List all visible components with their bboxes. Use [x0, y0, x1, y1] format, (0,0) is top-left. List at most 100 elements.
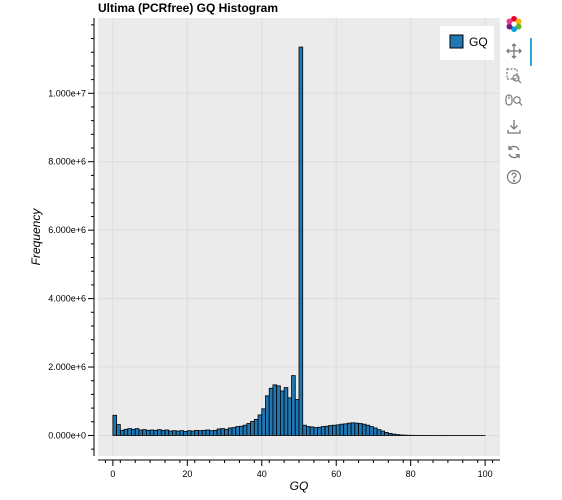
x-tick-label: 20 — [182, 469, 192, 479]
histogram-bar — [186, 430, 192, 436]
x-tick-label: 0 — [110, 469, 115, 479]
histogram-bar — [287, 397, 292, 436]
histogram-bar — [183, 430, 188, 436]
active-tool-indicator — [530, 38, 532, 66]
histogram-bar — [324, 425, 330, 436]
help-icon[interactable] — [502, 166, 526, 188]
histogram-bar — [220, 428, 225, 436]
histogram-bar — [209, 430, 214, 436]
histogram-bars — [112, 46, 486, 436]
legend-label: GQ — [469, 35, 488, 49]
histogram-bar — [350, 422, 356, 436]
histogram-bar — [373, 427, 378, 436]
histogram-bar — [261, 408, 266, 436]
histogram-bar — [358, 423, 363, 436]
histogram-bar — [265, 395, 270, 436]
histogram-bar — [212, 429, 218, 436]
histogram-bar — [395, 434, 400, 436]
x-tick-label: 60 — [331, 469, 341, 479]
histogram-bar — [328, 425, 333, 436]
x-axis-label: GQ — [290, 479, 309, 493]
histogram-bar — [227, 427, 233, 436]
histogram-bar — [294, 399, 300, 436]
y-axis-label: Frequency — [29, 208, 43, 266]
y-tick-label: 0.000e+0 — [48, 430, 86, 440]
histogram-bar — [339, 423, 345, 436]
y-tick-label: 4.000e+6 — [48, 294, 86, 304]
histogram-bar — [149, 429, 155, 436]
histogram-bar — [160, 429, 166, 436]
histogram-bar — [127, 428, 132, 436]
histogram-bar — [317, 426, 322, 436]
histogram-bar — [224, 428, 229, 436]
histogram-bar — [134, 428, 140, 436]
x-axis: 0 20 40 60 80 100 — [98, 459, 500, 479]
histogram-bar — [298, 46, 304, 436]
histogram-bar — [309, 426, 315, 436]
histogram-bar — [250, 421, 255, 436]
histogram-bar — [153, 429, 158, 436]
y-tick-label: 1.000e+7 — [48, 88, 86, 98]
histogram-bar — [190, 430, 196, 436]
pan-icon[interactable] — [502, 40, 526, 62]
histogram-bar — [242, 424, 248, 436]
histogram-bar — [257, 414, 263, 436]
histogram-bar — [145, 429, 151, 436]
histogram-bar — [283, 387, 289, 436]
histogram-bar — [112, 414, 118, 436]
histogram-bar — [335, 424, 341, 436]
histogram-bar — [399, 434, 404, 436]
histogram-bar — [302, 424, 307, 436]
bokeh-logo-icon[interactable] — [502, 13, 526, 35]
histogram-bar — [157, 429, 162, 436]
histogram-bar — [253, 418, 259, 436]
histogram-bar — [123, 428, 129, 436]
y-tick-label: 6.000e+6 — [48, 225, 86, 235]
histogram-bar — [276, 385, 281, 436]
histogram-bar — [268, 387, 274, 436]
save-icon[interactable] — [502, 116, 526, 138]
histogram-bar — [175, 430, 181, 436]
histogram-bar — [168, 430, 173, 436]
histogram-bar — [380, 430, 386, 436]
histogram-bar — [320, 426, 326, 436]
histogram-bar — [272, 384, 278, 436]
legend-swatch — [449, 34, 464, 49]
wheel-zoom-icon[interactable] — [502, 90, 526, 112]
histogram-bar — [346, 422, 352, 436]
histogram-bar — [201, 429, 207, 436]
x-tick-label: 100 — [478, 469, 493, 479]
histogram-bar — [391, 433, 397, 436]
x-tick-label: 80 — [406, 469, 416, 479]
toolbar — [500, 10, 532, 200]
box-zoom-icon[interactable] — [502, 65, 526, 87]
histogram-bar — [313, 427, 319, 436]
histogram-bar — [138, 429, 144, 436]
histogram-bar — [354, 422, 359, 436]
histogram-bar — [291, 375, 296, 436]
histogram-bar — [361, 423, 367, 436]
histogram-bar — [246, 423, 252, 436]
chart-title: Ultima (PCRfree) GQ Histogram — [98, 1, 278, 15]
histogram-bar — [306, 426, 311, 436]
histogram-bar — [198, 430, 203, 436]
histogram-bar — [119, 429, 125, 436]
histogram-bar — [194, 429, 199, 436]
histogram-bar — [369, 426, 374, 436]
histogram-bar — [131, 428, 136, 436]
x-tick-label: 40 — [257, 469, 267, 479]
histogram-bar — [205, 429, 211, 436]
histogram-bar — [231, 427, 237, 436]
reset-icon[interactable] — [502, 141, 526, 163]
histogram-bar — [216, 428, 222, 436]
y-tick-label: 8.000e+6 — [48, 157, 86, 167]
histogram-bar — [365, 424, 371, 436]
y-axis: 0.000e+0 2.000e+6 4.000e+6 6.000e+6 8.000e+6… — [48, 18, 95, 456]
histogram-bar — [164, 429, 170, 436]
histogram-bar — [279, 390, 285, 436]
histogram-bar — [387, 433, 393, 436]
legend-box — [440, 26, 494, 60]
histogram-bar — [142, 429, 147, 436]
histogram-bar — [376, 429, 382, 436]
